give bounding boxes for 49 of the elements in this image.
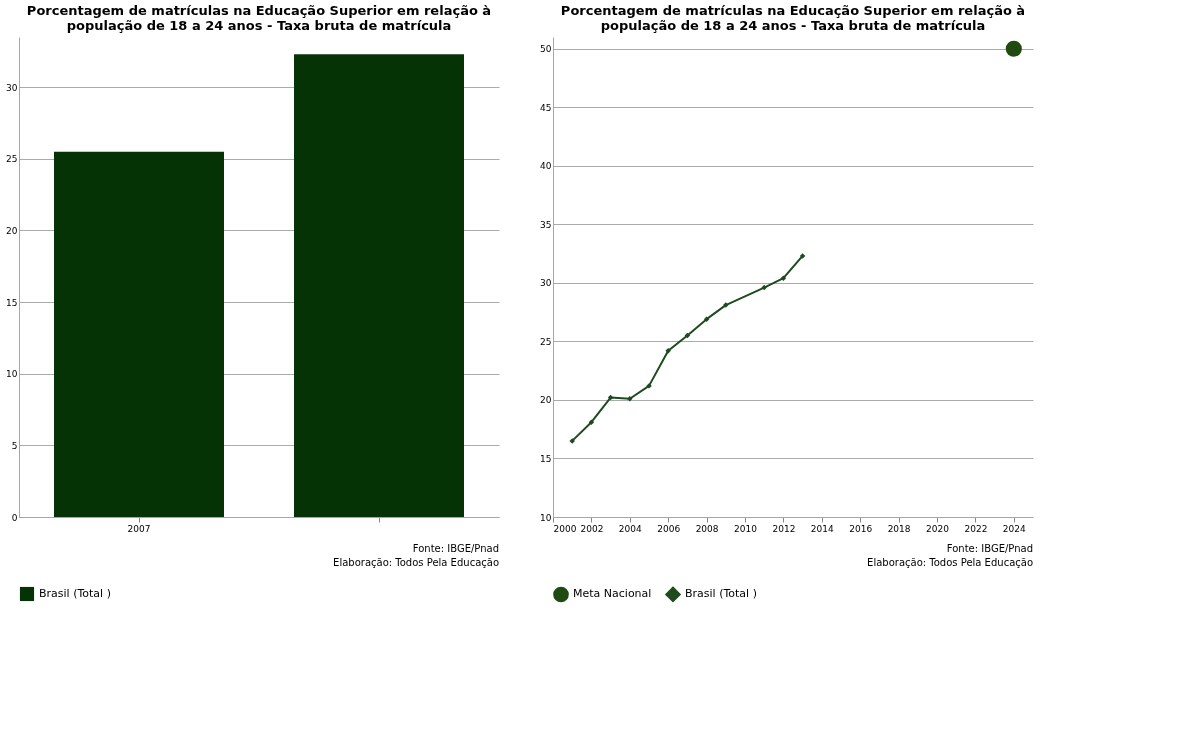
point (588, 419, 595, 425)
point (665, 348, 671, 354)
x-tick-label: 2020 (926, 523, 950, 534)
x-tick-label: 2014 (810, 523, 835, 534)
x-tick-label: 2018 (887, 523, 911, 534)
y-tick-label: 40 (540, 161, 552, 172)
chart-title: Porcentagem de matrículas na Educação Superior em relação à população de 18 a 24 anos - Taxa bruta de matrícula (560, 3, 1026, 33)
chart-title: Porcentagem de matrículas na Educação Superior em relação à população de 18 a 24 anos - Taxa bruta de matrícula (26, 3, 492, 33)
x-tick-label: 2022 (964, 523, 988, 534)
y-tick-label: 50 (540, 44, 552, 55)
y-tick-label: 20 (6, 225, 18, 236)
legend-label: Brasil (Total ) (39, 587, 111, 600)
y-tick-label: 25 (540, 336, 552, 347)
y-tick-label: 15 (6, 297, 18, 308)
y-tick-label: 35 (540, 219, 552, 230)
point (569, 438, 575, 444)
point (627, 396, 633, 402)
x-tick-label: 2012 (772, 523, 796, 534)
y-tick-label: 10 (6, 369, 18, 380)
y-tick-label: 10 (540, 512, 552, 523)
y-tick-label: 25 (6, 154, 18, 165)
y-tick-label: 15 (540, 453, 552, 464)
source-note: Fonte: IBGE/Pnad (412, 543, 499, 554)
x-tick-label: 2006 (657, 523, 681, 534)
point (703, 316, 710, 322)
x-tick-label: 2016 (849, 523, 873, 534)
text: Elaboração: Todos Pela Educação (867, 557, 1033, 568)
y-tick-label: 0 (11, 512, 18, 523)
x-tick-label: 2004 (618, 523, 643, 534)
x-tick-label: 2024 (1002, 523, 1027, 534)
source-note: Fonte: IBGE/Pnad (946, 543, 1033, 554)
x-tick-label: 2002 (580, 523, 604, 534)
y-tick-label: 45 (540, 102, 552, 113)
x-tick-label: 2007 (127, 523, 151, 534)
text: Elaboração: Todos Pela Educação (333, 557, 499, 568)
y-tick-label: 5 (11, 440, 18, 451)
y-tick-label: 30 (6, 82, 18, 93)
x-tick-label: 2000 (553, 523, 577, 534)
x-tick-label: 2010 (734, 523, 758, 534)
point (761, 284, 767, 291)
y-tick-label: 20 (540, 395, 552, 406)
point (799, 253, 806, 259)
x-tick-label: 2008 (695, 523, 719, 534)
y-tick-label: 30 (540, 278, 552, 289)
legend-label: Brasil (Total ) (685, 587, 757, 601)
point (1005, 40, 1022, 57)
point (780, 275, 787, 281)
point (723, 302, 729, 308)
legend-label: Meta Nacional (573, 587, 652, 601)
